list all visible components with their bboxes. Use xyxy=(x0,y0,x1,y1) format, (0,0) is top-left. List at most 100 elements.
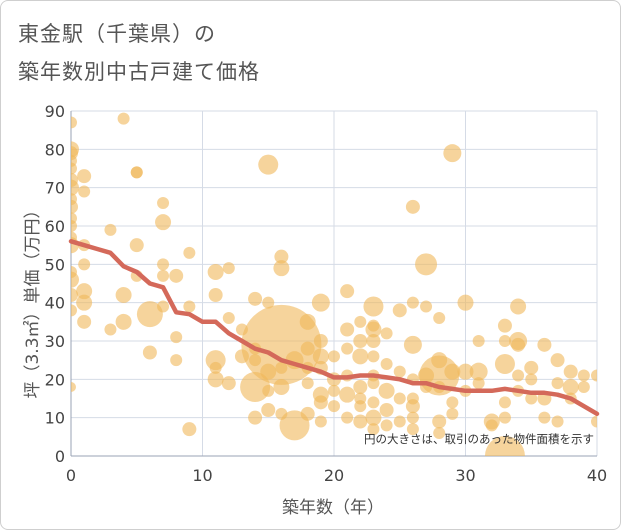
data-bubble xyxy=(379,403,394,417)
data-bubble xyxy=(142,345,157,360)
y-tick-label: 40 xyxy=(45,294,65,313)
data-bubble xyxy=(71,179,79,196)
data-bubble xyxy=(328,350,340,363)
data-bubble xyxy=(393,365,406,378)
data-bubble xyxy=(353,334,368,348)
y-tick-label: 30 xyxy=(45,332,65,351)
size-annotation: 円の大きさは、取引のあった物件面積を示す xyxy=(364,432,594,446)
data-bubble xyxy=(472,335,485,347)
data-bubble xyxy=(117,112,130,125)
data-bubble xyxy=(157,269,170,282)
data-bubble xyxy=(444,363,461,380)
data-bubble xyxy=(313,334,328,348)
y-axis-label: 坪（3.3㎡）単価（万円） xyxy=(23,201,43,398)
data-bubble xyxy=(591,415,597,428)
data-bubble xyxy=(469,362,488,381)
y-tick-label: 10 xyxy=(45,409,65,428)
data-bubble xyxy=(183,300,196,313)
data-bubble xyxy=(157,258,170,271)
x-axis-label: 築年数（年） xyxy=(282,498,384,518)
data-bubble xyxy=(130,166,143,179)
data-bubble xyxy=(262,384,275,397)
data-bubble xyxy=(551,415,564,428)
data-bubble xyxy=(222,262,235,275)
data-bubble xyxy=(71,162,77,175)
data-bubble xyxy=(341,411,354,424)
data-bubble xyxy=(378,382,395,399)
x-tick-label: 10 xyxy=(192,466,212,485)
data-bubble xyxy=(512,369,525,382)
y-tick-label: 50 xyxy=(45,255,65,274)
data-bubble xyxy=(104,323,117,336)
data-bubble xyxy=(367,396,380,409)
data-bubble xyxy=(353,414,368,429)
y-tick-label: 0 xyxy=(55,447,65,466)
data-bubble xyxy=(78,185,91,198)
data-bubble xyxy=(446,396,459,409)
data-bubble xyxy=(365,321,382,338)
data-bubble xyxy=(354,400,367,413)
data-bubble xyxy=(301,377,314,390)
data-bubble xyxy=(129,238,144,253)
data-bubble xyxy=(248,291,263,306)
data-bubble xyxy=(405,399,420,414)
data-bubble xyxy=(550,353,565,368)
x-tick-label: 20 xyxy=(324,466,344,485)
data-bubble xyxy=(498,411,511,424)
data-bubble xyxy=(78,258,91,271)
data-bubble xyxy=(392,303,407,318)
data-bubble xyxy=(562,379,579,395)
data-bubble xyxy=(222,312,235,324)
data-bubble xyxy=(367,377,380,390)
data-bubble xyxy=(273,260,290,277)
data-bubble xyxy=(157,300,170,313)
data-bubble xyxy=(538,411,551,424)
data-bubble xyxy=(182,422,197,437)
y-tick-label: 60 xyxy=(45,217,65,236)
data-bubble xyxy=(524,360,539,375)
data-bubble xyxy=(76,294,93,311)
data-bubble xyxy=(433,312,446,324)
data-bubble xyxy=(365,409,382,426)
x-tick-label: 40 xyxy=(587,466,607,485)
data-bubble xyxy=(77,314,92,329)
data-bubble xyxy=(591,369,597,382)
data-bubble xyxy=(115,287,132,303)
data-bubble xyxy=(71,304,77,317)
data-bubble xyxy=(209,361,222,374)
data-bubble xyxy=(341,342,354,355)
data-bubble xyxy=(275,361,288,374)
trend-line-group xyxy=(68,239,600,417)
data-bubble xyxy=(406,423,419,436)
data-bubble xyxy=(339,386,356,403)
data-bubble xyxy=(510,298,527,315)
y-tick-label: 80 xyxy=(45,140,65,159)
data-bubble xyxy=(525,392,538,405)
data-bubble xyxy=(312,348,329,365)
data-bubble xyxy=(366,334,381,348)
data-bubble xyxy=(403,335,422,354)
data-bubble xyxy=(258,154,279,175)
data-bubble xyxy=(155,214,172,231)
data-bubble xyxy=(472,377,485,390)
data-bubble xyxy=(208,288,223,302)
data-bubble xyxy=(432,414,447,429)
data-bubble xyxy=(169,268,184,283)
chart-title-line2: 築年数別中古戸建て価格 xyxy=(18,60,260,84)
data-bubble xyxy=(380,419,393,432)
x-tick-label: 0 xyxy=(66,466,76,485)
data-bubble xyxy=(207,264,224,280)
data-bubble xyxy=(207,371,224,388)
data-bubble xyxy=(136,301,163,328)
data-bubble xyxy=(71,288,78,302)
data-bubble xyxy=(363,296,384,317)
data-bubble xyxy=(406,296,419,309)
data-bubble xyxy=(415,253,438,276)
data-bubble xyxy=(577,381,590,393)
y-tick-label: 90 xyxy=(45,102,65,121)
data-bubble xyxy=(314,415,327,428)
data-bubble xyxy=(511,337,526,352)
data-bubble xyxy=(494,354,515,374)
data-bubble xyxy=(340,284,355,299)
